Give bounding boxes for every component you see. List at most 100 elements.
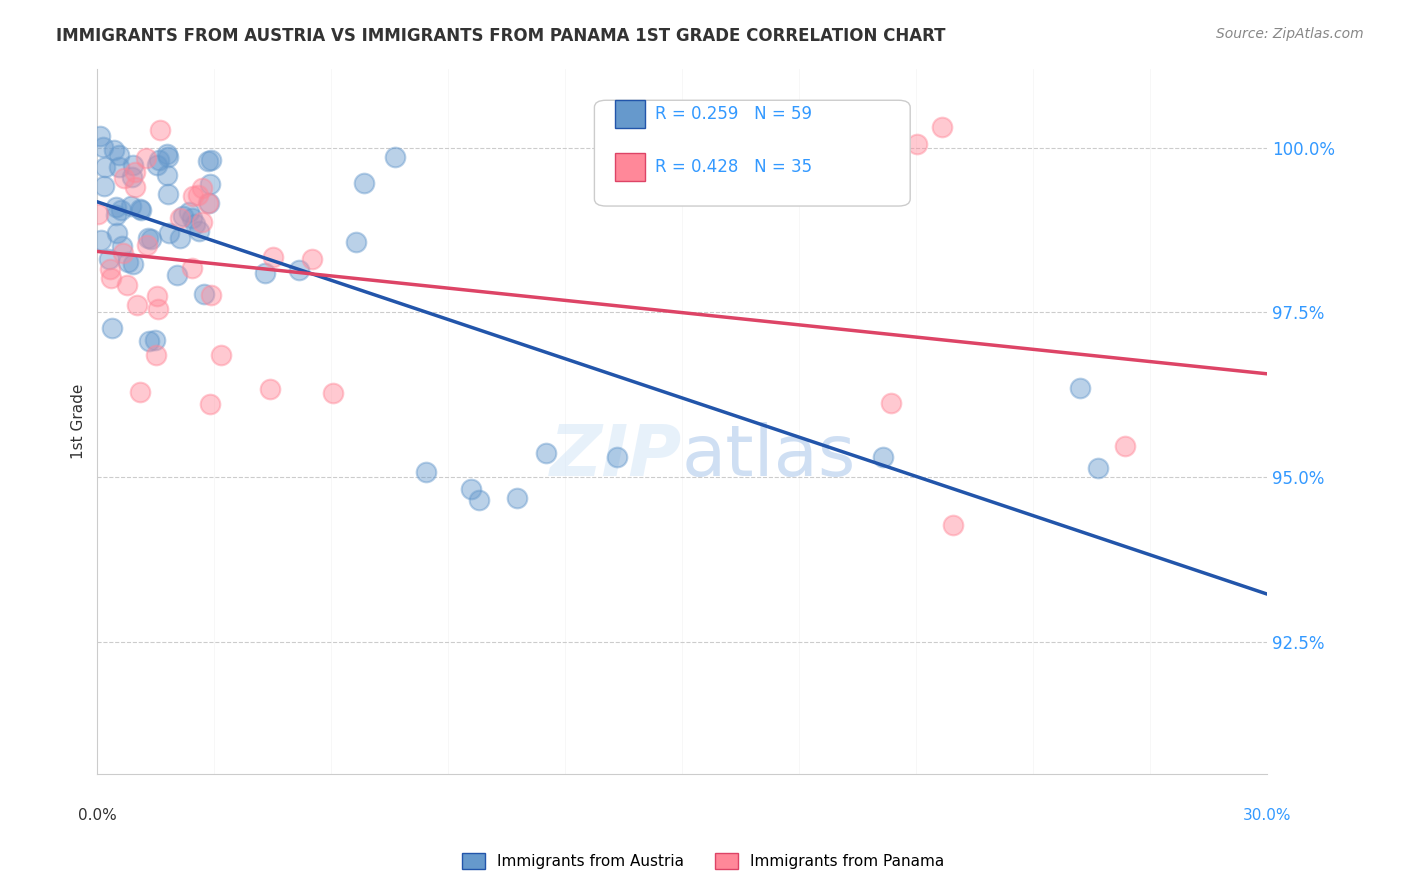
Text: 0.0%: 0.0%	[77, 808, 117, 823]
Point	[211, 348, 233, 362]
Point	[125, 298, 148, 312]
Point	[197, 195, 219, 210]
Point	[146, 289, 169, 303]
Point	[138, 334, 160, 348]
Point	[460, 482, 482, 496]
Point	[259, 382, 281, 396]
Text: R = 0.428   N = 35: R = 0.428 N = 35	[655, 158, 813, 177]
Point	[200, 177, 222, 191]
Point	[149, 123, 172, 137]
Point	[104, 200, 127, 214]
Text: 30.0%: 30.0%	[1243, 808, 1291, 823]
Point	[156, 150, 179, 164]
Point	[181, 188, 204, 202]
Point	[468, 493, 491, 508]
Point	[87, 206, 110, 220]
Point	[156, 168, 179, 182]
Point	[322, 385, 344, 400]
Text: IMMIGRANTS FROM AUSTRIA VS IMMIGRANTS FROM PANAMA 1ST GRADE CORRELATION CHART: IMMIGRANTS FROM AUSTRIA VS IMMIGRANTS FR…	[56, 27, 946, 45]
Text: atlas: atlas	[682, 422, 856, 491]
Point	[146, 302, 169, 317]
Point	[93, 178, 115, 193]
Point	[122, 158, 145, 172]
Point	[384, 150, 406, 164]
Point	[344, 235, 367, 249]
Point	[197, 196, 219, 211]
Point	[179, 204, 201, 219]
Point	[103, 143, 125, 157]
Text: Source: ZipAtlas.com: Source: ZipAtlas.com	[1216, 27, 1364, 41]
Point	[156, 146, 179, 161]
Point	[172, 209, 194, 223]
Point	[169, 211, 191, 225]
Point	[115, 277, 138, 292]
Point	[139, 232, 162, 246]
FancyBboxPatch shape	[595, 100, 910, 206]
Point	[166, 268, 188, 282]
Point	[200, 288, 222, 302]
Point	[107, 161, 129, 175]
Point	[187, 188, 209, 202]
Point	[301, 252, 323, 266]
Point	[353, 176, 375, 190]
Point	[91, 140, 114, 154]
Point	[98, 261, 121, 276]
Point	[124, 180, 146, 194]
Point	[198, 397, 221, 411]
Point	[100, 320, 122, 334]
Point	[143, 333, 166, 347]
Point	[90, 234, 112, 248]
Point	[110, 202, 132, 217]
Point	[183, 217, 205, 231]
Point	[94, 160, 117, 174]
Point	[1087, 461, 1109, 475]
Point	[288, 262, 311, 277]
Point	[111, 239, 134, 253]
Point	[128, 384, 150, 399]
Point	[145, 348, 167, 362]
Point	[169, 231, 191, 245]
Point	[107, 148, 129, 162]
Y-axis label: 1st Grade: 1st Grade	[72, 384, 86, 458]
Point	[121, 169, 143, 184]
Point	[104, 208, 127, 222]
Point	[905, 136, 928, 151]
Point	[112, 246, 135, 260]
Point	[872, 450, 894, 464]
Text: R = 0.259   N = 59: R = 0.259 N = 59	[655, 105, 813, 123]
Point	[253, 266, 276, 280]
Point	[112, 171, 135, 186]
Point	[105, 226, 128, 240]
Point	[193, 286, 215, 301]
Point	[89, 128, 111, 143]
Point	[931, 120, 953, 134]
Legend: Immigrants from Austria, Immigrants from Panama: Immigrants from Austria, Immigrants from…	[456, 847, 950, 875]
Point	[190, 215, 212, 229]
Point	[129, 202, 152, 217]
Point	[146, 158, 169, 172]
Point	[200, 153, 222, 167]
Point	[534, 445, 557, 459]
Point	[157, 186, 180, 201]
Point	[100, 271, 122, 285]
Point	[262, 250, 284, 264]
Point	[191, 181, 214, 195]
Point	[148, 153, 170, 167]
Point	[415, 465, 437, 479]
Point	[124, 165, 146, 179]
Point	[135, 151, 157, 165]
Point	[197, 154, 219, 169]
Point	[136, 237, 159, 252]
Point	[136, 231, 159, 245]
Bar	[616, 100, 645, 128]
Point	[942, 518, 965, 533]
Point	[506, 491, 529, 505]
Point	[180, 260, 202, 275]
Point	[180, 211, 202, 226]
Point	[880, 395, 903, 409]
Point	[97, 252, 120, 267]
Point	[120, 199, 142, 213]
Point	[157, 227, 180, 241]
Point	[129, 202, 152, 217]
Point	[187, 224, 209, 238]
